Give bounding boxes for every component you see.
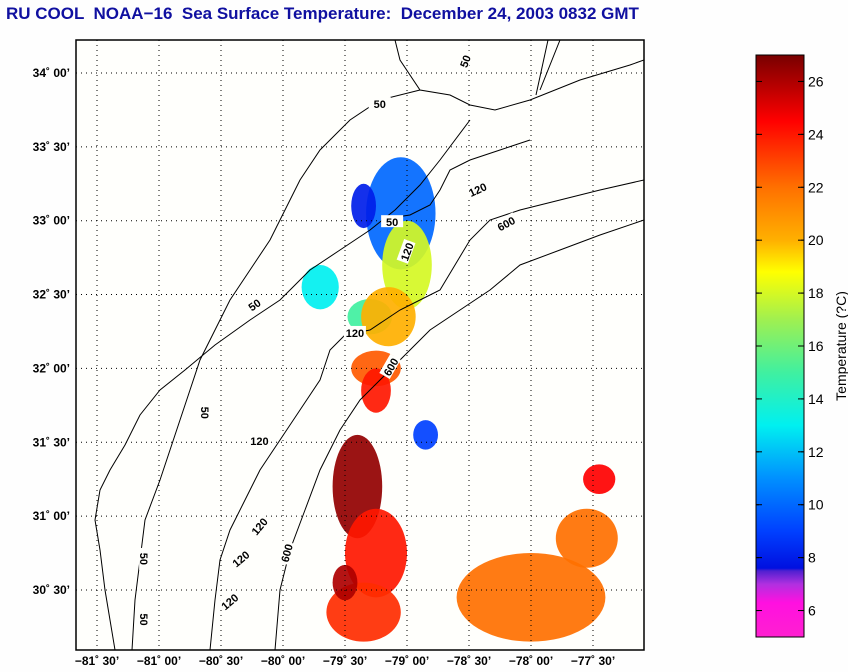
sst-patch xyxy=(345,508,407,598)
contour-label-bg xyxy=(368,97,391,110)
longitude-labels: −81˚ 30’ −81˚ 00’ −80˚ 30’ −80˚ 00’ −79˚ 30’… xyxy=(75,654,615,668)
latitude-label: 31˚ 00’ xyxy=(33,509,70,523)
sst-patch xyxy=(555,508,618,568)
contour-label-bg xyxy=(139,547,152,570)
sst-patch xyxy=(361,287,416,347)
latitude-label: 33˚ 30’ xyxy=(33,140,70,154)
contour-label-bg xyxy=(241,292,267,316)
longitude-label: −81˚ 30’ xyxy=(75,654,119,668)
map-frame xyxy=(75,39,645,651)
colorbar-ticks: 26 24 22 20 18 16 14 12 10 8 6 xyxy=(756,73,824,619)
sst-patch xyxy=(456,553,606,642)
contour-label-bg xyxy=(139,608,152,631)
contour-label: 50 xyxy=(386,217,398,229)
colorbar-title: Temperature (?C) xyxy=(833,291,848,401)
latitude-label: 30˚ 30’ xyxy=(33,583,70,597)
longitude-label: −78˚ 30’ xyxy=(447,654,491,668)
longitude-label: −81˚ 00’ xyxy=(137,654,181,668)
colorbar xyxy=(755,54,805,638)
latitude-label: 34˚ 00’ xyxy=(33,66,70,80)
contour-label-bg xyxy=(454,48,474,74)
longitude-label: −80˚ 00’ xyxy=(261,654,305,668)
graticule xyxy=(76,40,644,650)
contour-label-bg xyxy=(277,540,295,565)
colorbar-tick-label: 20 xyxy=(808,232,824,248)
contour-label: 120 xyxy=(250,436,268,448)
sst-patch xyxy=(332,564,358,601)
longitude-label: −77˚ 30’ xyxy=(571,654,615,668)
contour-label: 120 xyxy=(346,328,364,340)
contour-label-bg xyxy=(247,513,271,539)
sst-patch xyxy=(301,265,339,310)
sst-patch xyxy=(361,368,391,413)
latitude-label: 32˚ 00’ xyxy=(33,361,70,375)
latitude-label: 32˚ 30’ xyxy=(33,288,70,302)
colorbar-tick-label: 16 xyxy=(808,338,824,354)
contour-label-bg xyxy=(381,215,404,228)
longitude-label: −79˚ 30’ xyxy=(323,654,367,668)
contour-label-bg xyxy=(248,433,271,446)
colorbar-tick-label: 12 xyxy=(808,444,824,460)
contour-label-bg xyxy=(396,238,416,264)
latitude-labels: 34˚ 00’ 33˚ 30’ 33˚ 00’ 32˚ 30’ 32˚ 00’ 31˚ 3… xyxy=(33,66,70,597)
sst-patch xyxy=(351,183,376,229)
contour-label-bg xyxy=(227,546,253,570)
colorbar-tick-label: 24 xyxy=(808,126,824,142)
sst-patch xyxy=(413,420,438,450)
longitude-label: −79˚ 00’ xyxy=(385,654,429,668)
sst-patch xyxy=(583,464,616,494)
colorbar-tick-label: 10 xyxy=(808,497,824,513)
contour-label: 50 xyxy=(137,553,149,565)
colorbar-tick-label: 6 xyxy=(808,603,816,619)
contour-label-bg xyxy=(343,325,366,338)
contour-label: 50 xyxy=(458,54,473,70)
contour-label: 50 xyxy=(374,99,386,111)
contour-label-bg xyxy=(216,589,242,613)
longitude-label: −78˚ 00’ xyxy=(509,654,553,668)
isobath-50 xyxy=(131,40,644,650)
colorbar-tick-label: 14 xyxy=(808,391,824,407)
colorbar-tick-label: 26 xyxy=(808,73,824,89)
colorbar-tick-label: 8 xyxy=(808,550,816,566)
latitude-label: 33˚ 00’ xyxy=(33,214,70,228)
colorbar-tick-label: 18 xyxy=(808,285,824,301)
contour-label: 50 xyxy=(137,613,149,625)
contour-label-bg xyxy=(493,212,519,234)
contour-label-bg xyxy=(379,353,401,379)
contour-label: 600 xyxy=(280,543,296,564)
contour-labels: 5050501201206005012060050120120600120501… xyxy=(137,48,519,631)
longitude-label: −80˚ 30’ xyxy=(199,654,243,668)
contour-label: 50 xyxy=(247,297,264,314)
colorbar-tick-label: 22 xyxy=(808,179,824,195)
map-title: RU COOL NOAA−16 Sea Surface Temperature:… xyxy=(6,4,639,23)
latitude-label: 31˚ 30’ xyxy=(33,435,70,449)
contour-label: 50 xyxy=(198,407,210,419)
contour-label-bg xyxy=(464,178,490,199)
contour-label-bg xyxy=(199,401,212,424)
contour-label: 120 xyxy=(399,241,417,262)
